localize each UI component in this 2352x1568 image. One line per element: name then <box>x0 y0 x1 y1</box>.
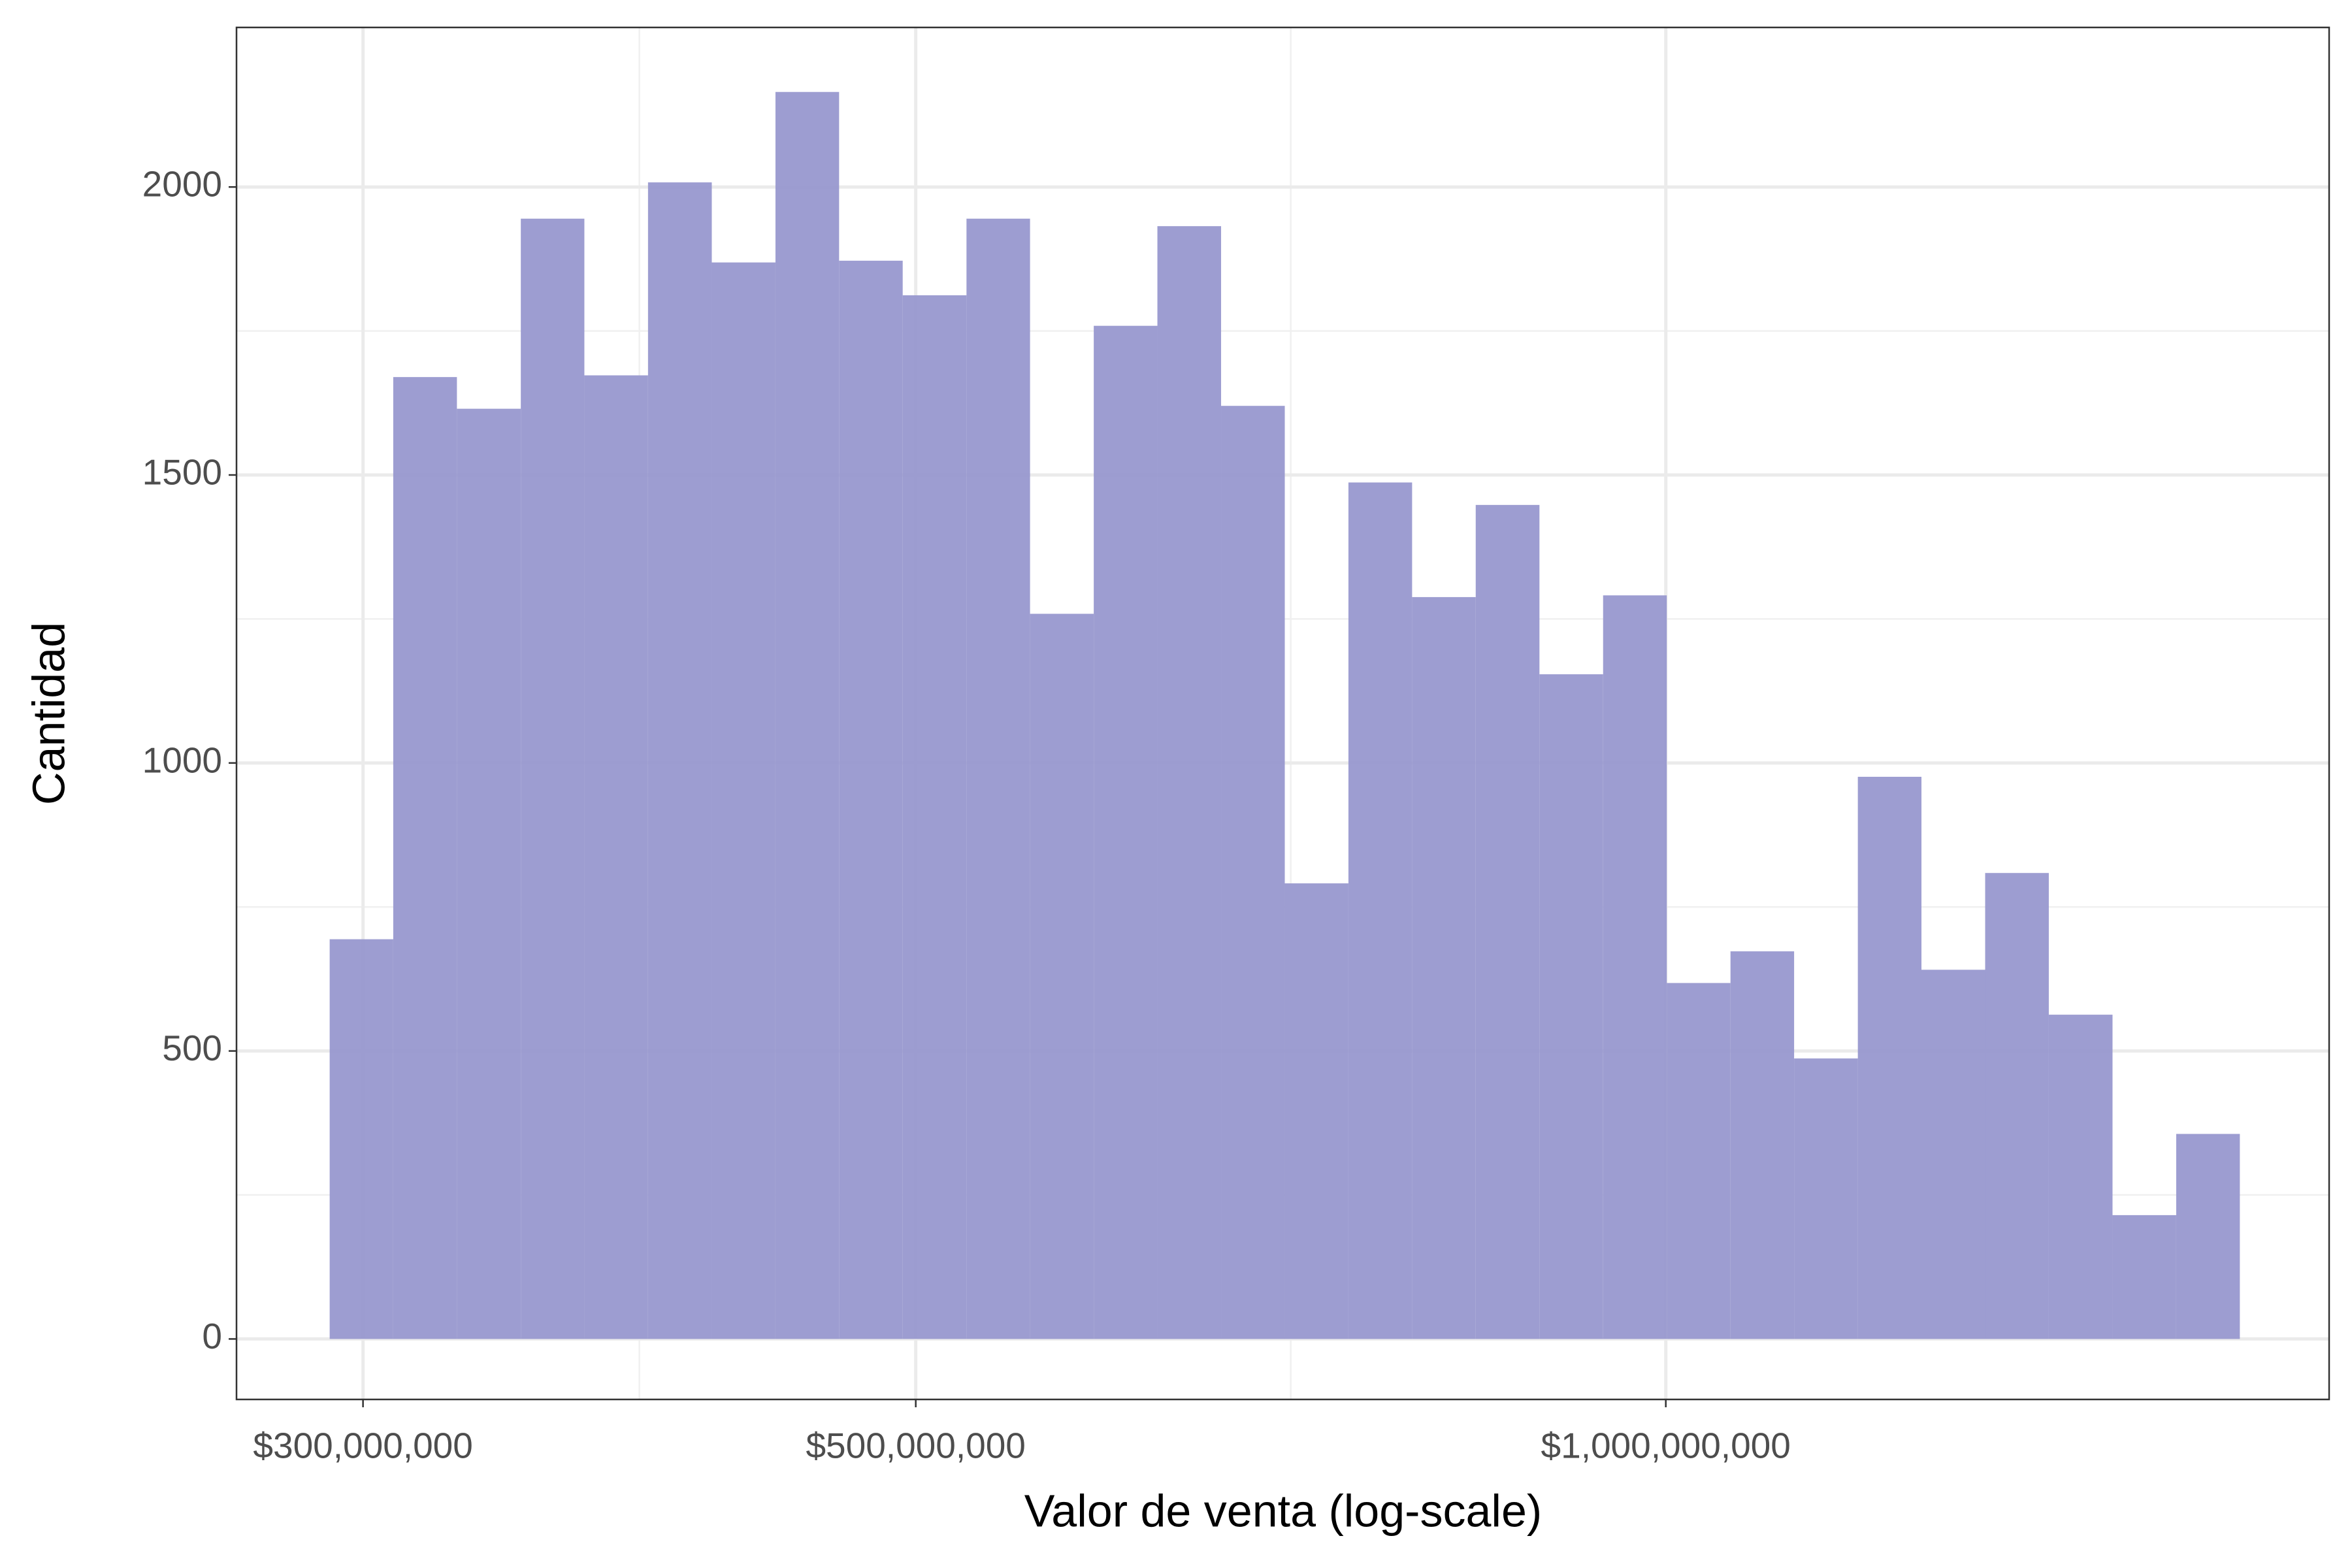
histogram-bar <box>1475 504 1540 1339</box>
histogram-bar <box>1794 1058 1858 1339</box>
histogram-bar <box>1284 883 1348 1339</box>
histogram-bar <box>2176 1134 2240 1339</box>
histogram-bar <box>393 377 457 1339</box>
histogram-bar <box>1730 951 1795 1339</box>
y-axis-title: Cantidad <box>23 622 74 805</box>
histogram-bar <box>775 91 840 1339</box>
histogram-bar <box>1667 983 1731 1339</box>
histogram-bar <box>839 261 903 1339</box>
y-tick-label: 2000 <box>142 164 222 204</box>
histogram-bar <box>966 218 1030 1339</box>
histogram-bar <box>711 262 776 1339</box>
histogram-bar <box>2112 1215 2176 1339</box>
histogram-bar <box>2048 1015 2113 1339</box>
histogram-bar <box>1348 482 1413 1339</box>
y-tick-label: 0 <box>202 1316 222 1356</box>
x-tick-label: $1,000,000,000 <box>1541 1426 1791 1466</box>
histogram-bar <box>1412 596 1476 1339</box>
histogram-bar <box>1857 776 1921 1339</box>
histogram-bar <box>584 375 648 1339</box>
x-tick-label: $300,000,000 <box>253 1426 472 1466</box>
histogram-bar <box>1985 873 2049 1339</box>
histogram-bar <box>647 182 712 1339</box>
histogram-bar <box>1539 674 1603 1339</box>
y-tick-label: 1500 <box>142 452 222 493</box>
histogram-bar <box>1603 595 1667 1339</box>
histogram-bar <box>329 939 393 1339</box>
histogram-bar <box>1094 325 1158 1339</box>
histogram-bar <box>457 408 521 1339</box>
panel-border <box>235 26 2330 1401</box>
histogram-bar <box>902 295 967 1339</box>
y-tick-label: 1000 <box>142 740 222 780</box>
y-tick-label: 500 <box>162 1028 222 1068</box>
x-tick-label: $500,000,000 <box>806 1426 1025 1466</box>
x-axis-title: Valor de venta (log-scale) <box>1024 1485 1542 1536</box>
histogram-bar <box>1157 226 1222 1339</box>
histogram-bar <box>521 218 585 1339</box>
histogram-bar <box>1921 970 1985 1339</box>
histogram-bar <box>1221 406 1285 1339</box>
histogram-bar <box>1030 613 1094 1339</box>
